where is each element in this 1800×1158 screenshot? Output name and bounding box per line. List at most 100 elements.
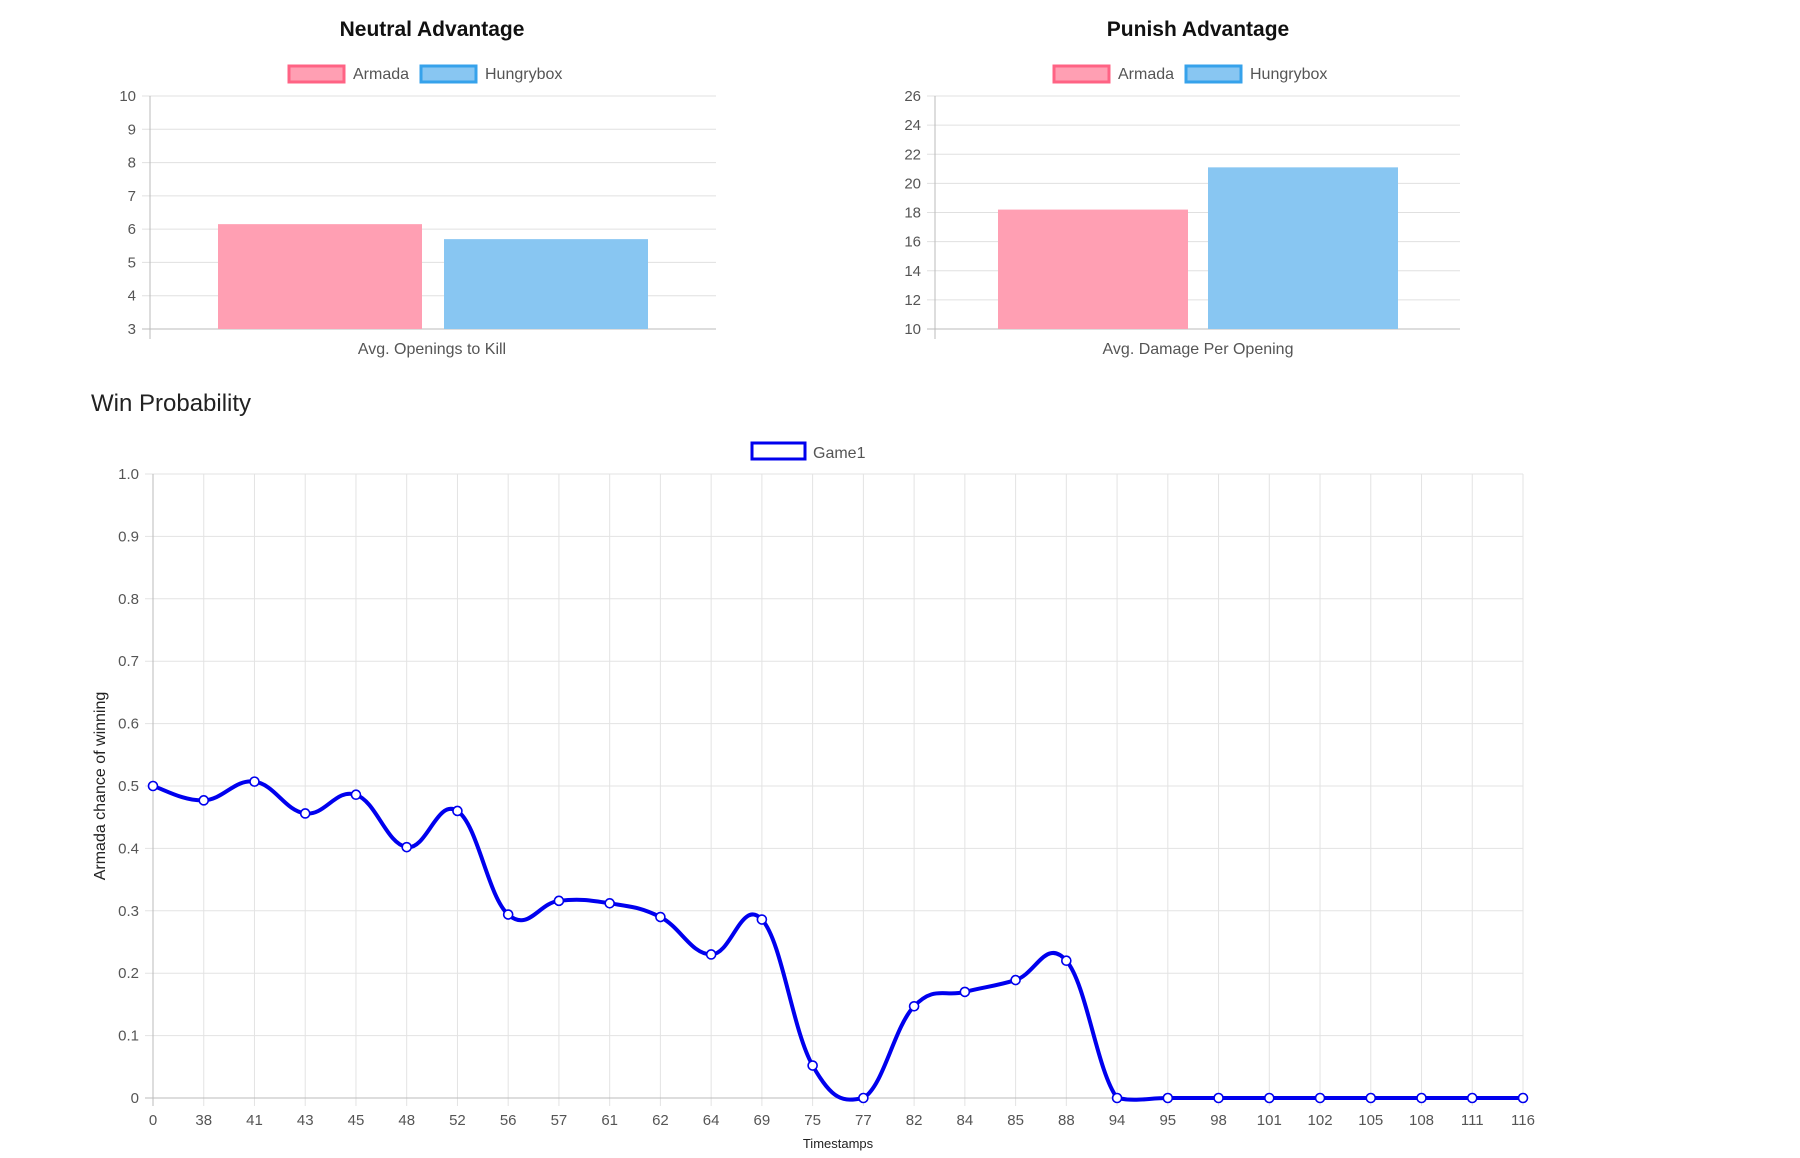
- x-tick-label: 41: [246, 1112, 263, 1129]
- bar-hungrybox: [444, 239, 648, 329]
- x-tick-label: 69: [754, 1112, 771, 1129]
- y-tick-label: 20: [904, 175, 921, 192]
- data-point: [249, 776, 260, 787]
- y-tick-label: 6: [128, 221, 136, 238]
- legend-swatch-game1: [750, 441, 807, 461]
- x-tick-label: 102: [1308, 1112, 1333, 1129]
- y-tick-label: 8: [128, 155, 136, 172]
- data-point: [502, 909, 514, 920]
- data-point: [604, 898, 615, 909]
- y-tick-label: 10: [904, 321, 921, 338]
- x-tick-label: 77: [855, 1112, 872, 1129]
- data-point: [1416, 1092, 1427, 1104]
- data-point: [1213, 1092, 1224, 1104]
- x-tick-label: 64: [703, 1112, 720, 1129]
- y-tick-label: 0.3: [118, 903, 139, 920]
- y-tick-label: 22: [904, 146, 921, 163]
- x-tick-label: 56: [500, 1112, 517, 1129]
- data-point: [401, 841, 413, 853]
- y-tick-label: 0.1: [118, 1028, 139, 1045]
- y-tick-label: 26: [904, 88, 921, 105]
- legend-label-hungrybox: Hungrybox: [1250, 66, 1327, 83]
- y-tick-label: 0.6: [118, 716, 139, 733]
- x-tick-label: 61: [601, 1112, 618, 1129]
- chart-title: Punish Advantage: [1107, 18, 1289, 41]
- data-point: [807, 1060, 818, 1071]
- legend-swatch-armada: [1052, 64, 1111, 84]
- y-tick-label: 1.0: [118, 466, 139, 483]
- y-tick-label: 4: [128, 288, 136, 305]
- data-point: [1466, 1092, 1478, 1104]
- bar-hungrybox: [1208, 167, 1398, 329]
- bar-armada: [998, 209, 1188, 329]
- x-tick-label: 111: [1461, 1112, 1484, 1129]
- legend-swatch-hungrybox: [419, 64, 478, 84]
- y-tick-label: 14: [904, 263, 921, 280]
- y-tick-label: 0.8: [118, 591, 139, 608]
- series-line-game1: [152, 779, 1523, 1102]
- punish-advantage-chart: Punish Advantage Armada Hungrybox 10 12 14 16 1…: [904, 18, 1460, 358]
- x-tick-label: 43: [297, 1112, 314, 1129]
- data-point: [350, 789, 362, 801]
- data-point: [858, 1092, 869, 1104]
- x-category-label: Avg. Openings to Kill: [358, 341, 506, 358]
- x-tick-label: 88: [1058, 1112, 1075, 1129]
- y-axis-label: Armada chance of winning: [92, 692, 109, 881]
- legend-swatch-armada: [287, 64, 346, 84]
- legend-swatch-hungrybox: [1184, 64, 1243, 84]
- x-tick-label: 45: [348, 1112, 365, 1129]
- y-tick-label: 5: [128, 254, 136, 271]
- bar-armada: [218, 224, 422, 329]
- x-tick-label: 57: [551, 1112, 568, 1129]
- legend-label-armada: Armada: [353, 66, 409, 83]
- x-tick-label: 95: [1159, 1112, 1176, 1129]
- x-tick-label: 62: [652, 1112, 669, 1129]
- data-point: [756, 914, 768, 925]
- data-point: [1162, 1092, 1174, 1104]
- y-tick-label: 24: [904, 117, 921, 134]
- x-tick-label: 75: [804, 1112, 821, 1129]
- data-point: [959, 986, 971, 998]
- legend-label-armada: Armada: [1118, 66, 1174, 83]
- y-tick-label: 12: [904, 292, 921, 309]
- data-point: [1111, 1092, 1123, 1104]
- x-tick-label: 94: [1109, 1112, 1126, 1129]
- data-point: [1263, 1092, 1275, 1104]
- y-tick-label: 0.7: [118, 653, 139, 670]
- y-tick-label: 0.2: [118, 965, 139, 982]
- data-point: [452, 805, 463, 817]
- y-tick-label: 0.5: [118, 778, 139, 795]
- legend-label-game1: Game1: [813, 445, 866, 462]
- neutral-advantage-chart: Neutral Advantage Armada Hungrybox 3 4 5 6 7 8 9 1…: [119, 18, 716, 358]
- y-tick-label: 10: [119, 88, 136, 105]
- data-point: [1061, 955, 1072, 967]
- y-tick-label: 16: [904, 234, 921, 251]
- x-tick-label: 84: [957, 1112, 974, 1129]
- data-point: [655, 911, 666, 923]
- y-tick-label: 9: [128, 121, 136, 138]
- data-point: [1314, 1092, 1326, 1104]
- x-tick-label: 48: [398, 1112, 415, 1129]
- x-axis-label: Timestamps: [803, 1136, 874, 1151]
- data-point: [1365, 1092, 1377, 1104]
- data-point: [1010, 974, 1021, 986]
- data-point: [299, 808, 311, 819]
- y-tick-label: 3: [128, 321, 136, 338]
- section-title: Win Probability: [91, 390, 252, 417]
- x-tick-label: 52: [449, 1112, 466, 1129]
- x-tick-label: 105: [1358, 1112, 1383, 1129]
- data-point: [705, 949, 717, 960]
- legend-label-hungrybox: Hungrybox: [485, 66, 562, 83]
- y-tick-label: 0.4: [118, 840, 139, 857]
- x-tick-label: 116: [1511, 1112, 1535, 1129]
- x-tick-label: 82: [906, 1112, 923, 1129]
- x-tick-label: 98: [1210, 1112, 1227, 1129]
- y-tick-label: 0.9: [118, 528, 139, 545]
- x-tick-label: 38: [195, 1112, 212, 1129]
- data-point: [147, 780, 159, 792]
- x-tick-label: 108: [1409, 1112, 1434, 1129]
- data-point: [1517, 1092, 1529, 1104]
- data-point: [908, 1000, 920, 1012]
- x-tick-label: 0: [149, 1112, 157, 1129]
